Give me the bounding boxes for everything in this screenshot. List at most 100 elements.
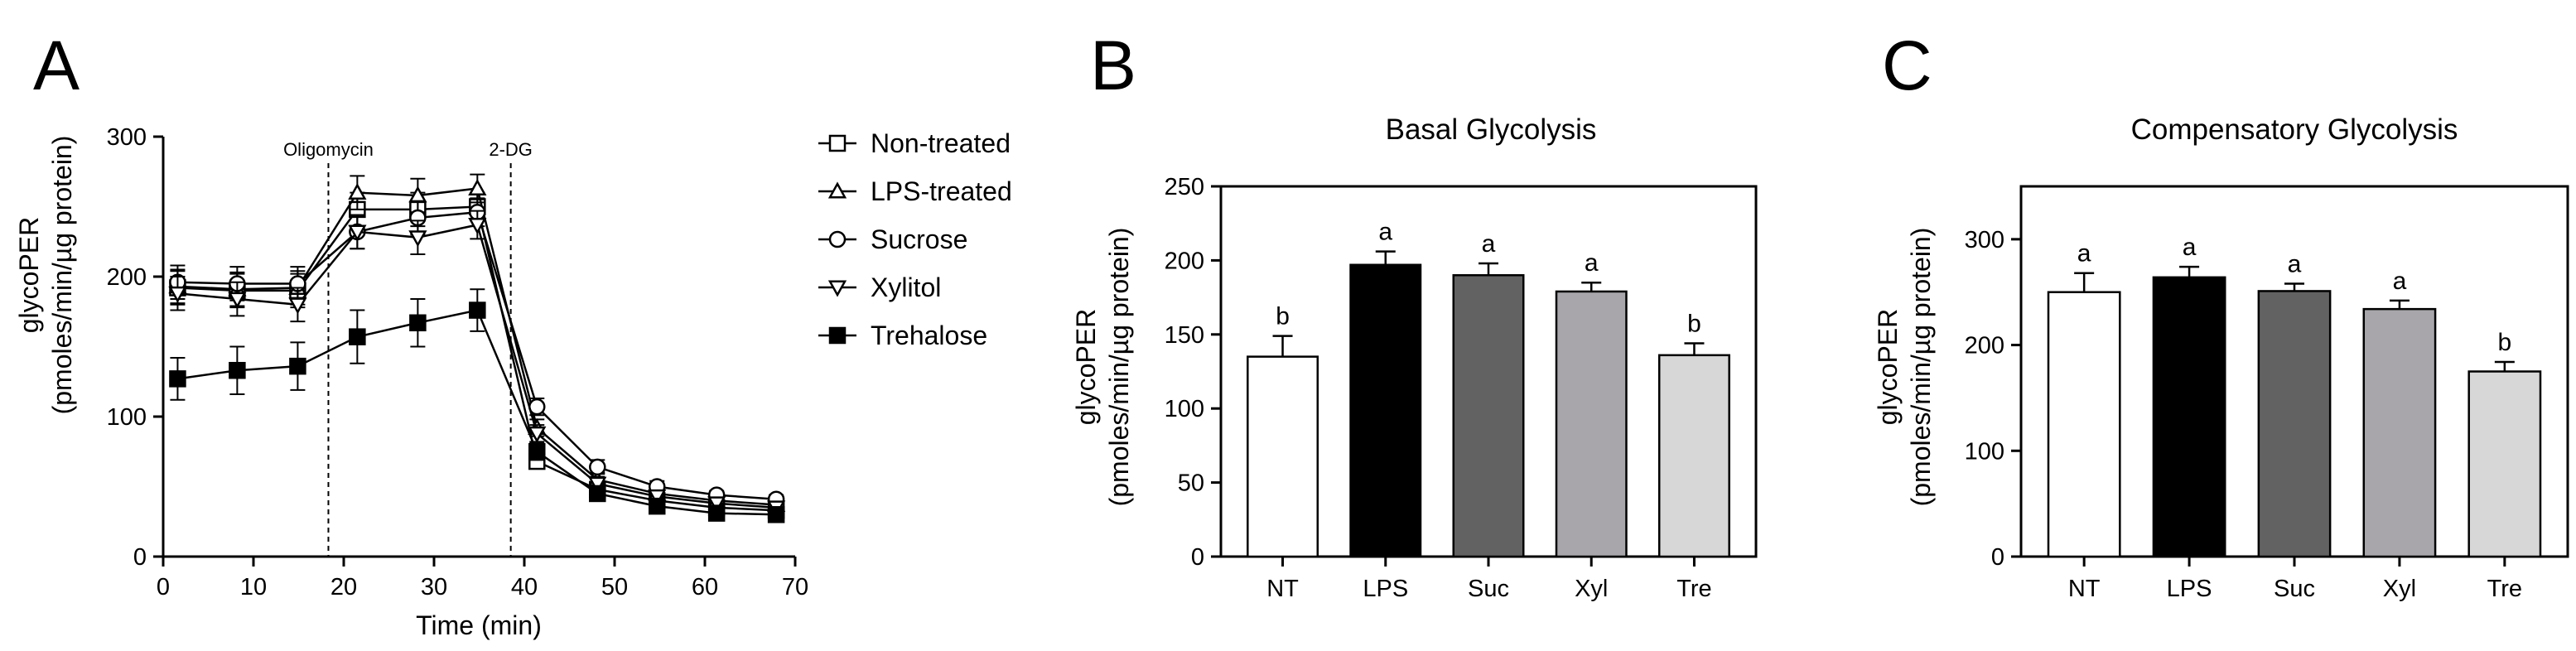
panel-b-letter: B bbox=[1090, 27, 1136, 104]
series-line bbox=[177, 309, 777, 516]
legend-marker bbox=[827, 181, 847, 199]
panel-c-title: Compensatory Glycolysis bbox=[2131, 113, 2458, 146]
panel-b-bar-group: b bbox=[1657, 311, 1730, 558]
panel-c-bar bbox=[2047, 291, 2121, 558]
panel-a-y-tick-label: 100 bbox=[107, 404, 147, 431]
data-point bbox=[349, 328, 366, 345]
panel-b-y-label-line2: (pmoles/min/µg protein) bbox=[1104, 228, 1134, 507]
data-point bbox=[348, 183, 367, 200]
legend-item: Trehalose bbox=[818, 321, 987, 350]
panel-b-bar-group: b bbox=[1247, 303, 1319, 558]
data-point bbox=[589, 485, 606, 503]
panel-b-plot: 0 50 100 150 200 250 b NT a LPS a Suc a Xyl b Tre bbox=[1165, 174, 1758, 602]
panel-a-y-tick-label: 300 bbox=[107, 124, 147, 151]
legend-item: Sucrose bbox=[818, 224, 967, 254]
legend-marker bbox=[828, 326, 847, 345]
panel-a-x-tick-label: 0 bbox=[157, 574, 170, 600]
panel-a-x-tick-label: 30 bbox=[421, 574, 447, 600]
panel-c-bar-group: a bbox=[2047, 240, 2121, 558]
panel-a-y-label-line1: glycoPER bbox=[14, 217, 44, 334]
panel-c-significance-letter: a bbox=[2393, 268, 2407, 295]
panel-a-legend: Non-treated LPS-treated Sucrose Xylitol Treh… bbox=[818, 128, 1012, 350]
data-point bbox=[348, 224, 367, 242]
legend-item: LPS-treated bbox=[818, 176, 1012, 206]
panel-b-y-tick-label: 150 bbox=[1165, 322, 1204, 349]
panel-c-bar bbox=[2362, 307, 2437, 558]
panel-b-x-tick-label: Suc bbox=[1468, 576, 1509, 602]
panel-b-significance-letter: b bbox=[1687, 311, 1701, 338]
panel-c-y-tick-label: 0 bbox=[1991, 544, 2004, 571]
panel-b-bar bbox=[1247, 355, 1319, 558]
panel-c-x-tick-label: Suc bbox=[2274, 576, 2315, 602]
panel-c: C Compensatory Glycolysis 0 100 200 300 a NT a… bbox=[1873, 27, 2569, 602]
panel-b-y-tick-label: 100 bbox=[1165, 396, 1204, 422]
panel-c-bar bbox=[2467, 370, 2542, 558]
panel-a-x-tick-label: 50 bbox=[601, 574, 628, 600]
panel-c-bar-group: b bbox=[2467, 329, 2542, 558]
data-point bbox=[468, 178, 487, 195]
panel-b-y-tick-label: 250 bbox=[1165, 174, 1204, 200]
panel-c-x-tick-label: Tre bbox=[2487, 576, 2522, 602]
panel-b-x-tick-label: Tre bbox=[1676, 576, 1711, 602]
legend-label: Xylitol bbox=[871, 272, 941, 302]
panel-b-bar-group: a bbox=[1452, 230, 1525, 558]
panel-b-bar bbox=[1452, 274, 1525, 558]
legend-marker bbox=[827, 280, 847, 297]
panel-b-x-tick-label: LPS bbox=[1363, 576, 1408, 602]
panel-b-x-tick-label: Xyl bbox=[1575, 576, 1608, 602]
data-point bbox=[228, 292, 247, 309]
data-point bbox=[468, 218, 487, 235]
panel-b-bar-group: a bbox=[1555, 249, 1628, 558]
panel-a-axes: 0 100 200 300 0 10 20 30 40 50 60 70 bbox=[107, 124, 809, 600]
panel-c-y-label-line2: (pmoles/min/µg protein) bbox=[1906, 228, 1936, 507]
legend-label: LPS-treated bbox=[871, 176, 1012, 206]
panel-c-y-tick-label: 300 bbox=[1965, 227, 2004, 253]
series-non-treated bbox=[169, 191, 785, 519]
panel-b-significance-letter: a bbox=[1585, 249, 1599, 277]
panel-b-title: Basal Glycolysis bbox=[1386, 113, 1597, 146]
panel-c-significance-letter: a bbox=[2288, 250, 2302, 277]
series-line bbox=[177, 205, 777, 512]
data-point bbox=[169, 370, 186, 388]
series-line bbox=[177, 224, 777, 509]
injection-label: Oligomycin bbox=[283, 139, 374, 160]
panel-b: B Basal Glycolysis 0 50 100 150 200 250 b NT a LP… bbox=[1071, 27, 1758, 602]
panel-c-bar-group: a bbox=[2152, 234, 2226, 558]
legend-item: Non-treated bbox=[818, 128, 1011, 158]
data-point bbox=[648, 497, 666, 515]
panel-c-significance-letter: a bbox=[2183, 234, 2197, 261]
legend-marker bbox=[828, 134, 847, 152]
panel-c-bar bbox=[2257, 290, 2332, 558]
data-point bbox=[229, 361, 246, 379]
data-point bbox=[648, 489, 667, 506]
data-point bbox=[707, 504, 726, 522]
data-point bbox=[168, 286, 187, 303]
panel-a-x-tick-label: 10 bbox=[240, 574, 267, 600]
series-xylitol bbox=[168, 210, 786, 518]
panel-b-bar bbox=[1657, 354, 1730, 558]
legend-label: Non-treated bbox=[871, 128, 1011, 158]
panel-c-y-label-line1: glycoPER bbox=[1873, 309, 1903, 426]
data-point bbox=[767, 506, 785, 523]
panel-b-y-tick-label: 50 bbox=[1178, 470, 1204, 497]
data-point bbox=[589, 458, 606, 476]
panel-c-significance-letter: a bbox=[2077, 240, 2091, 268]
series-line bbox=[177, 210, 777, 500]
data-point bbox=[528, 443, 546, 461]
panel-b-significance-letter: a bbox=[1378, 219, 1392, 246]
panel-b-bar-group: a bbox=[1349, 219, 1422, 558]
panel-c-x-tick-label: NT bbox=[2068, 576, 2101, 602]
panel-a-x-tick-label: 20 bbox=[330, 574, 357, 600]
panel-a-series bbox=[168, 173, 786, 523]
panel-a-y-label-line2: (pmoles/min/µg protein) bbox=[47, 136, 77, 415]
panel-a-y-tick-label: 200 bbox=[107, 264, 147, 291]
panel-b-y-label-line1: glycoPER bbox=[1071, 309, 1101, 426]
injection-label: 2-DG bbox=[489, 139, 533, 160]
legend-marker bbox=[828, 230, 847, 248]
panel-c-plot: 0 100 200 300 a NT a LPS a Suc a Xyl b Tre bbox=[1965, 185, 2569, 602]
panel-a-x-tick-label: 40 bbox=[511, 574, 538, 600]
panel-c-bar-group: a bbox=[2257, 250, 2332, 558]
panel-b-x-tick-label: NT bbox=[1266, 576, 1299, 602]
panel-b-bar bbox=[1349, 263, 1422, 558]
legend-label: Trehalose bbox=[871, 321, 987, 350]
